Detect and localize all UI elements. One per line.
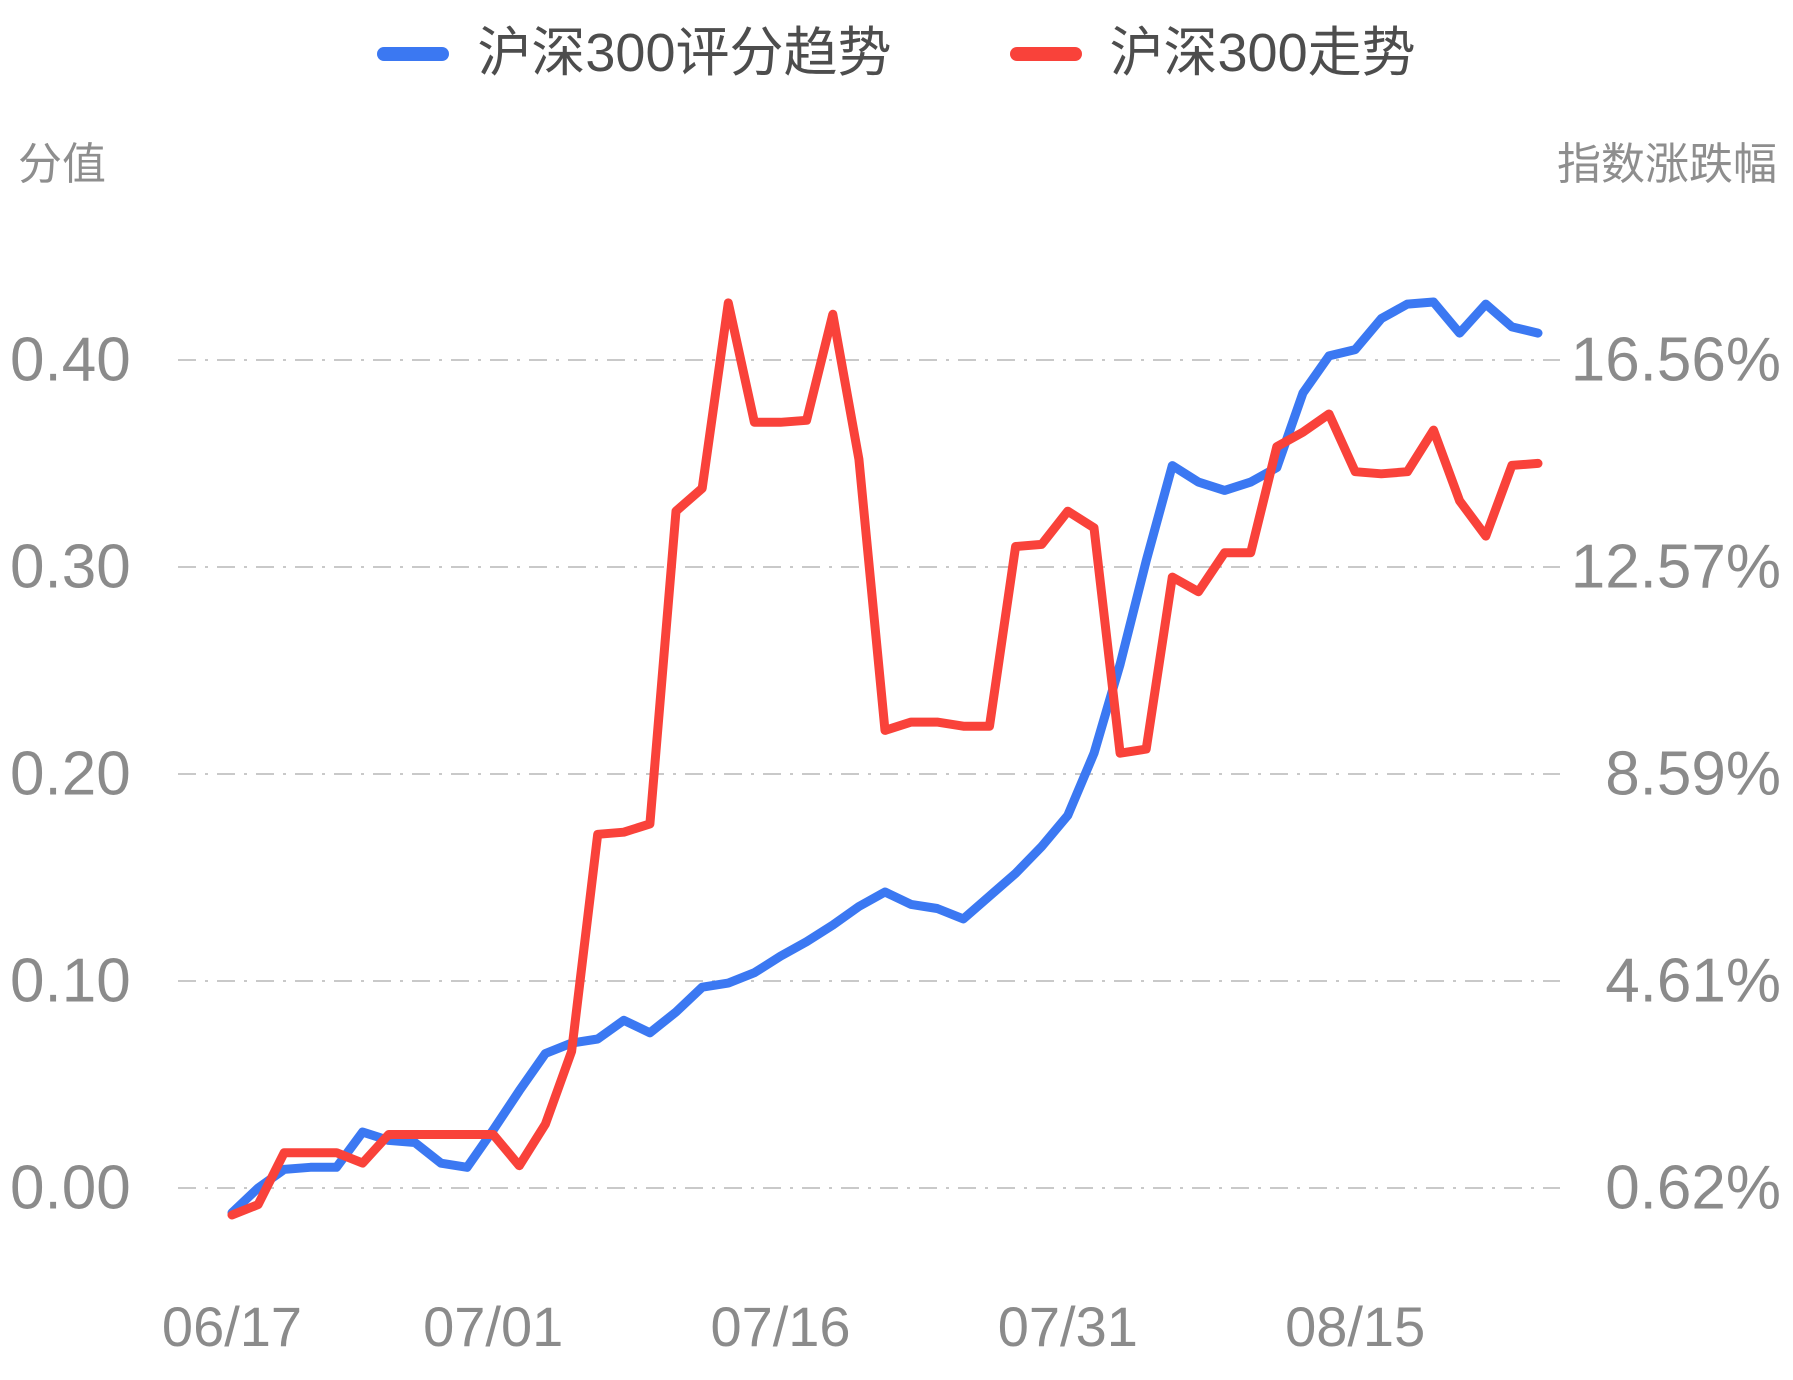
y-axis-label-right: 4.61% [1605, 947, 1781, 1016]
legend-label-index-trend: 沪深300走势 [1109, 23, 1416, 83]
x-axis-label: 08/15 [1285, 1295, 1425, 1358]
y-axis-label-left: 0.20 [10, 740, 131, 809]
legend: 沪深300评分趋势 沪深300走势 [0, 23, 1793, 83]
series-line-score-trend[interactable] [227, 297, 1543, 1218]
y-axis-label-left: 0.00 [10, 1154, 131, 1223]
legend-item-score-trend[interactable]: 沪深300评分趋势 [377, 23, 892, 83]
legend-label-score-trend: 沪深300评分趋势 [477, 23, 892, 83]
y-axis-label-left: 0.30 [10, 533, 131, 602]
right-axis-title: 指数涨跌幅 [1557, 140, 1777, 189]
score-trend-swatch-icon [377, 46, 450, 61]
y-axis-label-right: 0.62% [1605, 1154, 1781, 1223]
left-axis-title: 分值 [18, 140, 106, 189]
x-axis-label: 06/17 [162, 1295, 302, 1358]
y-axis-label-right: 16.56% [1571, 326, 1781, 395]
y-axis-label-right: 8.59% [1605, 740, 1781, 809]
index-trend-swatch-icon [1009, 46, 1082, 61]
x-axis-label: 07/01 [423, 1295, 563, 1358]
x-axis-label: 07/31 [998, 1295, 1138, 1358]
y-axis-label-left: 0.40 [10, 326, 131, 395]
y-axis-label-right: 12.57% [1571, 533, 1781, 602]
legend-item-index-trend[interactable]: 沪深300走势 [1009, 23, 1416, 83]
y-axis-label-left: 0.10 [10, 947, 131, 1016]
series-line-index-trend[interactable] [227, 298, 1543, 1220]
x-axis-label: 07/16 [710, 1295, 850, 1358]
